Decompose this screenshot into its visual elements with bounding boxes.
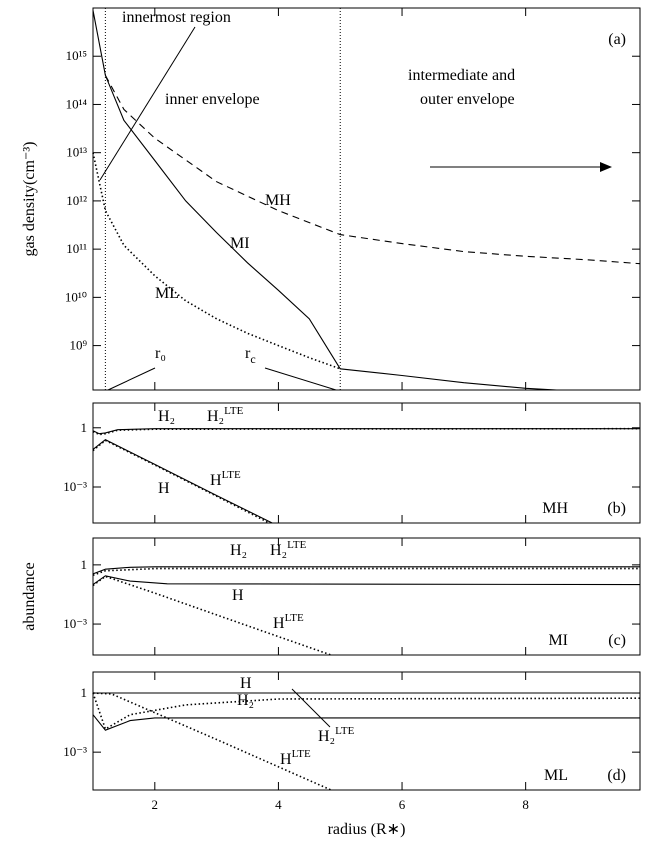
y-tick-label: 10⁻³ bbox=[63, 616, 87, 631]
series-label: H₂ bbox=[237, 692, 254, 709]
series-label: H bbox=[232, 587, 244, 604]
series-label: HLTE bbox=[273, 612, 304, 632]
series-label: H bbox=[240, 675, 252, 692]
series-line bbox=[92, 427, 641, 436]
y-tick-label: 10⁻³ bbox=[63, 479, 87, 494]
series-label-main: H₂ bbox=[270, 542, 287, 559]
series-line bbox=[92, 439, 273, 524]
series-line bbox=[92, 567, 640, 576]
leader-line bbox=[291, 688, 331, 728]
series-label: H₂LTE bbox=[270, 539, 307, 559]
series-label: H₂LTE bbox=[207, 405, 244, 425]
leader-line bbox=[99, 26, 196, 181]
series-label: HLTE bbox=[210, 469, 241, 489]
series-label-main: MI bbox=[230, 235, 250, 252]
series-label-main: H bbox=[273, 615, 285, 632]
leader-line bbox=[107, 367, 156, 391]
series-label: MI bbox=[230, 235, 250, 252]
series-label-sup: LTE bbox=[285, 612, 304, 624]
model-label: MH bbox=[542, 500, 568, 517]
y-axis-label: gas density(cm⁻³) bbox=[21, 142, 38, 257]
series-label-main: ML bbox=[155, 285, 179, 302]
series-line bbox=[92, 152, 341, 370]
annotation: inner envelope bbox=[165, 91, 260, 108]
y-tick-label: 1 bbox=[81, 685, 88, 700]
series-line bbox=[104, 75, 641, 265]
x-tick-label: 2 bbox=[152, 797, 159, 812]
series-label-sup: LTE bbox=[292, 748, 311, 760]
x-axis-label: radius (R∗) bbox=[328, 821, 406, 838]
panel-label: (d) bbox=[607, 767, 626, 784]
y-tick-label: 10¹⁰ bbox=[65, 289, 87, 304]
y-tick-label: 1 bbox=[81, 557, 88, 572]
panel-label: (a) bbox=[608, 31, 626, 48]
annotation: innermost region bbox=[122, 9, 231, 26]
series-line bbox=[92, 566, 640, 575]
plot-frame bbox=[92, 402, 641, 524]
series-label-main: MH bbox=[265, 192, 291, 209]
y-tick-label: 10¹³ bbox=[66, 145, 87, 160]
series-label: MH bbox=[265, 192, 291, 209]
series-line bbox=[92, 439, 270, 524]
y-tick-label: 1 bbox=[81, 420, 88, 435]
series-line bbox=[92, 10, 557, 391]
series-label-main: H₂ bbox=[237, 692, 254, 709]
series-line bbox=[92, 692, 641, 731]
annotation: outer envelope bbox=[420, 91, 515, 108]
y-tick-label: 10⁻³ bbox=[63, 744, 87, 759]
annotation: intermediate and bbox=[408, 67, 515, 84]
y-tick-label: 10¹¹ bbox=[66, 241, 87, 256]
series-label-sup: LTE bbox=[222, 469, 241, 481]
y-tick-label: 10¹² bbox=[66, 193, 87, 208]
series-line bbox=[92, 575, 332, 656]
x-tick-label: 6 bbox=[399, 797, 406, 812]
series-label-main: H₂ bbox=[230, 542, 247, 559]
annotation: rc bbox=[245, 345, 256, 366]
leader-line bbox=[264, 367, 337, 391]
series-line bbox=[92, 575, 641, 586]
series-label: ML bbox=[155, 285, 179, 302]
series-line bbox=[92, 714, 640, 731]
annotation-sub: c bbox=[250, 352, 255, 366]
series-label-main: H bbox=[240, 675, 252, 692]
series-label: H₂ bbox=[158, 408, 175, 425]
series-label-main: H₂ bbox=[158, 408, 175, 425]
series-label-main: H bbox=[210, 472, 222, 489]
panel-label: (c) bbox=[608, 632, 626, 649]
series-label-sup: LTE bbox=[287, 539, 306, 551]
series-label-main: H bbox=[280, 751, 292, 768]
x-tick-label: 4 bbox=[275, 797, 282, 812]
series-line bbox=[92, 692, 332, 791]
series-label-main: H bbox=[158, 480, 170, 497]
plot-frame bbox=[92, 7, 641, 391]
series-line bbox=[92, 428, 640, 435]
y-axis-label: abundance bbox=[21, 562, 38, 630]
plot-frame bbox=[92, 537, 641, 656]
y-tick-label: 10¹⁴ bbox=[66, 96, 88, 111]
series-label-sup: LTE bbox=[224, 405, 243, 417]
model-label: MI bbox=[548, 632, 568, 649]
series-label-sup: LTE bbox=[335, 725, 354, 737]
y-tick-label: 10⁹ bbox=[69, 338, 87, 353]
series-label: HLTE bbox=[280, 748, 311, 768]
annotation: r₀ bbox=[155, 345, 166, 362]
series-label-main: H₂ bbox=[207, 408, 224, 425]
plot-frame bbox=[92, 671, 641, 791]
annotation-main: r bbox=[245, 345, 251, 362]
panel-label: (b) bbox=[607, 500, 626, 517]
arrow-head bbox=[600, 162, 612, 172]
x-tick-label: 8 bbox=[522, 797, 529, 812]
series-label-main: H bbox=[232, 587, 244, 604]
y-tick-label: 10¹⁵ bbox=[66, 48, 87, 63]
series-label: H₂ bbox=[230, 542, 247, 559]
series-label-main: H₂ bbox=[318, 728, 335, 745]
series-label: H bbox=[158, 480, 170, 497]
series-label: H₂LTE bbox=[318, 725, 355, 745]
model-label: ML bbox=[544, 767, 568, 784]
